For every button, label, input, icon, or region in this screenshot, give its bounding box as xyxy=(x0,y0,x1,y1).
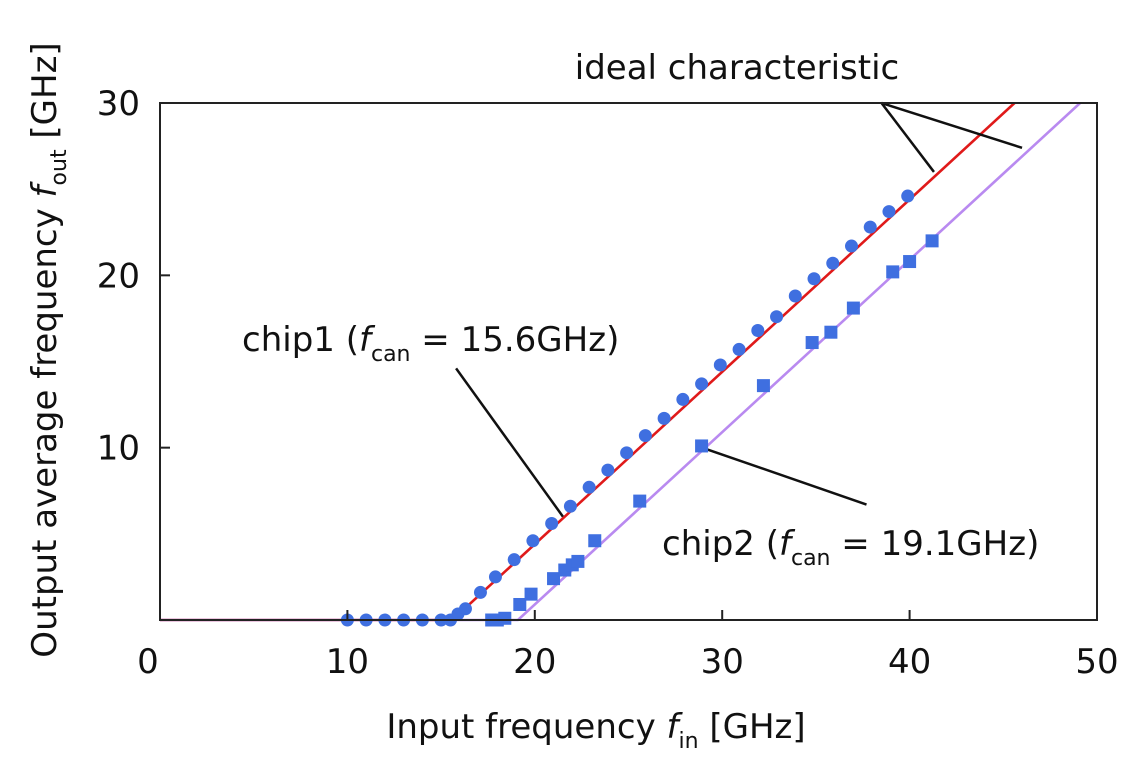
leaders-layer xyxy=(455,101,1023,518)
plot-frame xyxy=(159,102,1098,621)
chip1-point xyxy=(545,516,559,530)
chip2-point xyxy=(524,587,538,601)
y-tick-label: 20 xyxy=(97,256,140,296)
chip1-point xyxy=(526,534,540,548)
chip1-point xyxy=(695,377,709,391)
x-tick-label: 40 xyxy=(888,642,931,682)
chip1-point xyxy=(901,189,915,203)
chip1-point xyxy=(676,392,690,406)
chip1-point xyxy=(788,289,802,303)
x-tick-label: 20 xyxy=(513,642,556,682)
chip1-point xyxy=(507,553,521,567)
chip2-point xyxy=(498,611,512,625)
chip1-point xyxy=(458,602,472,616)
chip2-point xyxy=(695,439,709,453)
x-tick-label: 30 xyxy=(701,642,744,682)
chip2-point xyxy=(903,255,917,269)
chip2-point xyxy=(588,534,602,548)
chip1-point xyxy=(751,323,765,337)
x-tick-label: 10 xyxy=(326,642,369,682)
chip2-point xyxy=(571,554,585,568)
chip1-point xyxy=(882,205,896,219)
chip1-point xyxy=(601,463,615,477)
y-tick-label: 10 xyxy=(97,429,140,469)
chip2-point xyxy=(824,325,838,339)
chip1-point xyxy=(473,585,487,599)
chip2-point xyxy=(925,234,939,248)
chip2-point xyxy=(756,379,770,393)
chip1-point xyxy=(713,358,727,372)
chip1-point xyxy=(582,480,596,494)
chip1-point xyxy=(845,239,859,253)
x-tick-label: 0 xyxy=(137,642,159,682)
chip1-point xyxy=(657,411,671,425)
ideal-leader-1 xyxy=(880,102,935,173)
chip2-point xyxy=(547,572,561,586)
chip1-point xyxy=(732,342,746,356)
y-tick-label: 30 xyxy=(97,84,140,124)
chip1-point xyxy=(770,310,784,324)
x-tick-label: 50 xyxy=(1075,642,1118,682)
chip1-point xyxy=(826,256,840,270)
chip2-point xyxy=(513,597,527,611)
ticks-layer: 0 10 20 30 40 50 10 20 30 xyxy=(97,84,1119,682)
chip1-leader xyxy=(455,367,564,518)
points-layer xyxy=(340,189,939,627)
chip1-point xyxy=(638,429,652,443)
chip1-point xyxy=(488,570,502,584)
chip2-point xyxy=(805,336,819,350)
annotation-chip1: chip1 (fcan = 15.6GHz) xyxy=(242,320,619,367)
chip2-point xyxy=(886,265,900,279)
x-axis-title: Input frequency fin [GHz] xyxy=(386,707,805,754)
chip2-leader xyxy=(706,448,867,506)
chip1-point xyxy=(807,272,821,286)
ideal-leader-2 xyxy=(881,101,1023,149)
chip1-point xyxy=(620,446,634,460)
chip2-point xyxy=(846,301,860,315)
annotation-chip2: chip2 (fcan = 19.1GHz) xyxy=(662,524,1039,571)
chip1-point xyxy=(563,499,577,513)
y-axis-title: Output average frequency fout [GHz] xyxy=(25,42,72,657)
chip2-point xyxy=(633,494,647,508)
chip1-point xyxy=(863,220,877,234)
annotation-ideal: ideal characteristic xyxy=(575,48,899,88)
